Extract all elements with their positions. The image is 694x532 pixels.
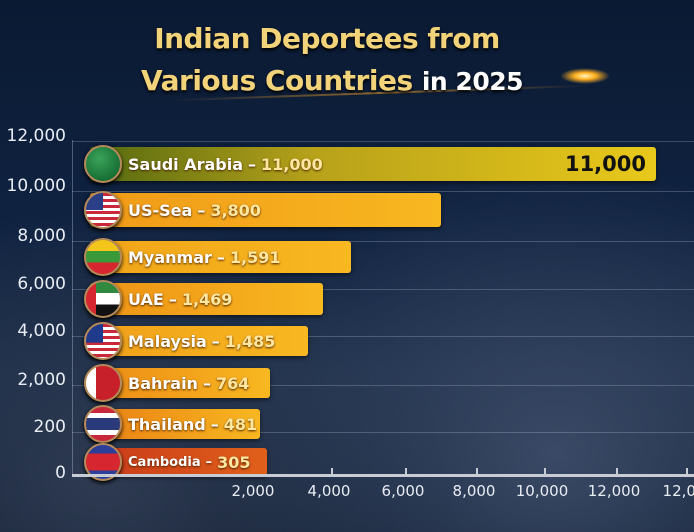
malaysia-flag-icon	[84, 322, 122, 360]
chart-title-line1: Indian Deportees from	[154, 22, 500, 55]
bar-value-label: 1,591	[229, 247, 281, 267]
x-tick-label: 10,000	[515, 482, 569, 500]
bar-label-separator: –	[205, 454, 213, 470]
bar-value-label: 305	[217, 452, 251, 472]
bar-value-label: 764	[215, 373, 250, 393]
x-tick-mark	[544, 468, 546, 476]
y-tick-label: 12,000	[6, 126, 66, 146]
bar-label-separator: –	[168, 289, 177, 309]
bar-us-sea: US-Sea –3,800	[90, 193, 441, 227]
x-tick-mark	[405, 468, 407, 476]
bar-saudi-arabia: Saudi Arabia –11,000 11,000	[90, 147, 656, 181]
bar-value-label: 3,800	[210, 200, 261, 220]
x-tick-label: 8,000	[452, 482, 496, 500]
thailand-flag-icon	[84, 405, 122, 443]
bar-label-separator: –	[202, 373, 211, 393]
y-axis-line	[72, 140, 73, 476]
bar-uae: UAE –1,469	[90, 283, 323, 315]
bar-value-label: 1,469	[181, 289, 233, 309]
bar-country-label: Cambodia	[128, 454, 201, 470]
y-tick-label: 4,000	[17, 321, 66, 341]
bahrain-flag-icon	[84, 364, 122, 402]
x-tick-label: 12,000	[587, 482, 641, 500]
bar-country-label: Myanmar	[128, 247, 212, 267]
bar-label-separator: –	[211, 331, 220, 351]
y-tick-label: 6,000	[17, 274, 66, 294]
y-tick-label: 0	[55, 463, 66, 483]
gridline	[72, 289, 694, 290]
bar-malaysia: Malaysia –1,485	[90, 326, 308, 356]
bar-label-separator: –	[197, 200, 206, 220]
bar-myanmar: Myanmar –1,591	[90, 241, 351, 273]
bar-country-label: Malaysia	[128, 331, 207, 351]
x-tick-mark	[331, 468, 333, 476]
bar-country-label: UAE	[128, 289, 164, 309]
saudi-arabia-flag-icon	[84, 145, 122, 183]
y-tick-label: 10,000	[6, 176, 66, 196]
bar-label-separator: –	[216, 247, 225, 267]
y-tick-label: 2,000	[17, 370, 66, 390]
y-tick-label: 8,000	[17, 226, 66, 246]
bar-value-label: 1,485	[224, 331, 276, 351]
gridline	[72, 336, 694, 337]
bar-end-value-label: 11,000	[564, 152, 646, 176]
title-gold-part: Various Countries	[140, 64, 413, 97]
light-flare	[560, 68, 610, 84]
x-tick-label: 2,000	[231, 482, 275, 500]
x-tick-label: 6,000	[381, 482, 425, 500]
bar-label-separator: –	[210, 414, 219, 434]
x-tick-label: 4,000	[307, 482, 351, 500]
gridline	[72, 241, 694, 242]
bar-value-label: 11,000	[261, 154, 323, 174]
myanmar-flag-icon	[84, 238, 122, 276]
bar-country-label: US-Sea	[128, 200, 193, 220]
bar-value-label: 481	[223, 414, 258, 434]
x-tick-mark	[686, 468, 688, 476]
bar-country-label: Thailand	[128, 414, 206, 434]
gridline	[72, 385, 694, 386]
y-tick-label: 200	[33, 417, 66, 437]
title-year-part: in 2025	[421, 67, 524, 96]
gridline	[72, 191, 694, 192]
x-tick-label: 12,00	[662, 482, 694, 500]
gridline	[72, 141, 694, 142]
x-axis-line	[72, 474, 694, 477]
bar-country-label: Bahrain	[128, 373, 198, 393]
gridline	[72, 432, 694, 433]
bar-label-separator: –	[248, 154, 257, 174]
usa-flag-icon	[84, 191, 122, 229]
x-tick-mark	[616, 468, 618, 476]
chart-title-line2: Various Countries in 2025	[0, 64, 694, 97]
uae-flag-icon	[84, 280, 122, 318]
x-tick-mark	[476, 468, 478, 476]
bar-country-label: Saudi Arabia	[128, 154, 244, 174]
